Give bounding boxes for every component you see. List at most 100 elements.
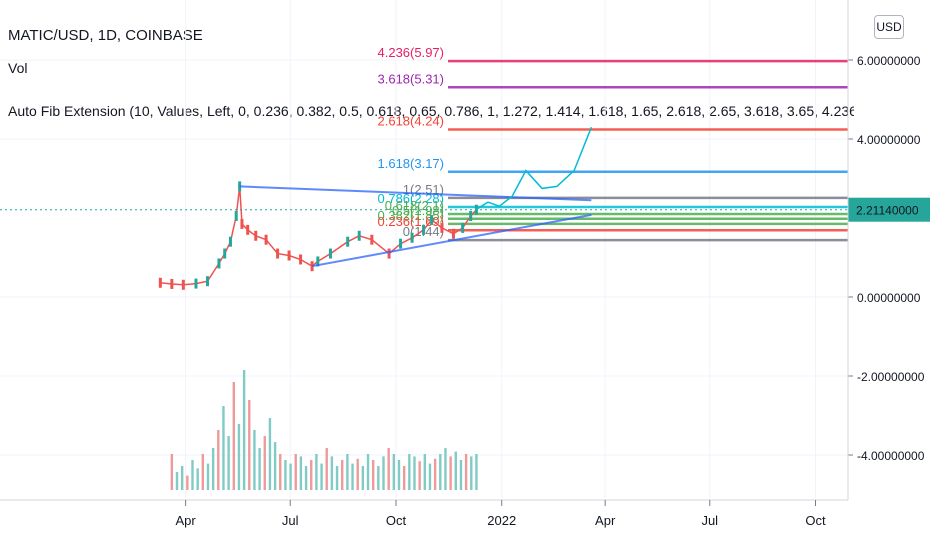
x-tick-label: Apr bbox=[176, 513, 197, 528]
candle bbox=[228, 236, 232, 247]
candle bbox=[217, 258, 221, 269]
volume-bar bbox=[470, 456, 473, 490]
chart-grid bbox=[0, 0, 848, 500]
volume-bar bbox=[232, 382, 235, 490]
volume-bar bbox=[371, 460, 375, 490]
volume-bar bbox=[284, 460, 287, 490]
candle bbox=[357, 230, 361, 241]
volume-bar bbox=[217, 430, 220, 490]
volume-bar bbox=[366, 454, 370, 490]
volume-bar bbox=[237, 424, 241, 490]
volume-bar bbox=[382, 456, 385, 490]
candle bbox=[223, 248, 227, 259]
volume-bar bbox=[428, 463, 432, 490]
currency-button[interactable]: USD bbox=[874, 15, 904, 39]
symbol-title: MATIC/USD, 1D, COINBASE bbox=[8, 27, 203, 44]
candle bbox=[276, 248, 280, 259]
trendline bbox=[311, 213, 592, 268]
volume-bar bbox=[351, 463, 354, 490]
volume-bar bbox=[294, 454, 297, 490]
candle bbox=[346, 236, 350, 247]
y-tick-label: 0.00000000 bbox=[857, 291, 921, 305]
volume-bar bbox=[211, 448, 215, 490]
volume-bar bbox=[253, 430, 256, 490]
volume-bar bbox=[402, 466, 406, 490]
candle bbox=[387, 248, 391, 259]
x-tick-label: Jul bbox=[282, 513, 299, 528]
volume-bar bbox=[413, 456, 416, 490]
volume-bar bbox=[196, 468, 199, 490]
volume-bar bbox=[325, 448, 328, 490]
candle bbox=[194, 278, 198, 289]
current-price-tag bbox=[848, 197, 930, 222]
volume-bar bbox=[346, 454, 349, 490]
y-tick-label: 4.00000000 bbox=[857, 133, 921, 147]
volume-bar bbox=[449, 456, 452, 490]
candle bbox=[316, 256, 320, 267]
candle bbox=[430, 214, 434, 225]
candle bbox=[370, 234, 374, 245]
y-tick-label: 6.00000000 bbox=[857, 54, 921, 68]
candle bbox=[240, 218, 244, 229]
x-tick-label: Oct bbox=[386, 513, 407, 528]
volume-bar bbox=[475, 454, 478, 490]
candle bbox=[399, 238, 403, 249]
volume-bar bbox=[186, 475, 189, 490]
volume-bar bbox=[289, 463, 292, 490]
volume-bar bbox=[310, 460, 313, 490]
volume-bar bbox=[444, 448, 447, 490]
volume-bar bbox=[439, 454, 442, 490]
volume-bar bbox=[170, 454, 174, 490]
volume-bars bbox=[170, 370, 478, 490]
fib-label: 2.618(4.24) bbox=[378, 114, 445, 129]
volume-bar bbox=[315, 454, 318, 490]
volume-bar bbox=[227, 436, 230, 490]
x-tick-label: Apr bbox=[595, 513, 616, 528]
volume-bar bbox=[464, 454, 468, 490]
volume-bar bbox=[175, 472, 179, 490]
current-price-label: 2.21140000 bbox=[856, 204, 919, 218]
volume-bar bbox=[408, 454, 411, 490]
fib-levels: 4.236(5.97) 3.618(5.31) 2.618(4.24) 1.618(3… bbox=[378, 45, 848, 242]
candle bbox=[451, 228, 455, 239]
candle bbox=[246, 224, 250, 235]
volume-bar bbox=[397, 460, 401, 490]
candle bbox=[170, 278, 174, 289]
volume-bar bbox=[356, 458, 359, 490]
candle bbox=[328, 248, 332, 259]
x-tick-label: 2022 bbox=[487, 513, 516, 528]
volume-bar bbox=[299, 456, 303, 490]
indicator-legend[interactable]: Auto Fib Extension (10, Values, Left, 0,… bbox=[8, 103, 854, 119]
candle bbox=[264, 234, 268, 245]
volume-bar bbox=[392, 454, 396, 490]
volume-bar bbox=[268, 418, 272, 490]
fib-label: 1.618(3.17) bbox=[378, 156, 445, 171]
volume-bar bbox=[242, 370, 246, 490]
projection-path[interactable] bbox=[476, 126, 593, 210]
volume-bar bbox=[423, 454, 427, 490]
volume-bar bbox=[433, 458, 437, 490]
fib-label: 3.618(5.31) bbox=[378, 71, 445, 86]
axes: 6.00000000 4.00000000 0.00000000 -2.0000000… bbox=[0, 0, 925, 528]
volume-legend[interactable]: Vol bbox=[8, 60, 28, 76]
candle bbox=[469, 211, 473, 222]
volume-bar bbox=[258, 448, 261, 490]
fib-label: 4.236(5.97) bbox=[378, 45, 445, 60]
candle bbox=[299, 254, 303, 265]
candle bbox=[422, 224, 426, 235]
volume-bar bbox=[191, 460, 194, 490]
volume-bar bbox=[341, 460, 344, 490]
candle bbox=[234, 211, 238, 222]
trendlines[interactable] bbox=[239, 185, 592, 268]
volume-bar bbox=[361, 466, 365, 490]
fib-label: 0.5(1.98) bbox=[392, 203, 444, 218]
x-tick-label: Jul bbox=[701, 513, 718, 528]
volume-bar bbox=[418, 461, 421, 490]
volume-bar bbox=[454, 451, 457, 490]
projection-line bbox=[476, 126, 593, 210]
candle bbox=[440, 222, 444, 233]
price-series: 2.21140000 bbox=[0, 181, 930, 290]
candle bbox=[158, 277, 162, 288]
volume-bar bbox=[279, 454, 282, 490]
